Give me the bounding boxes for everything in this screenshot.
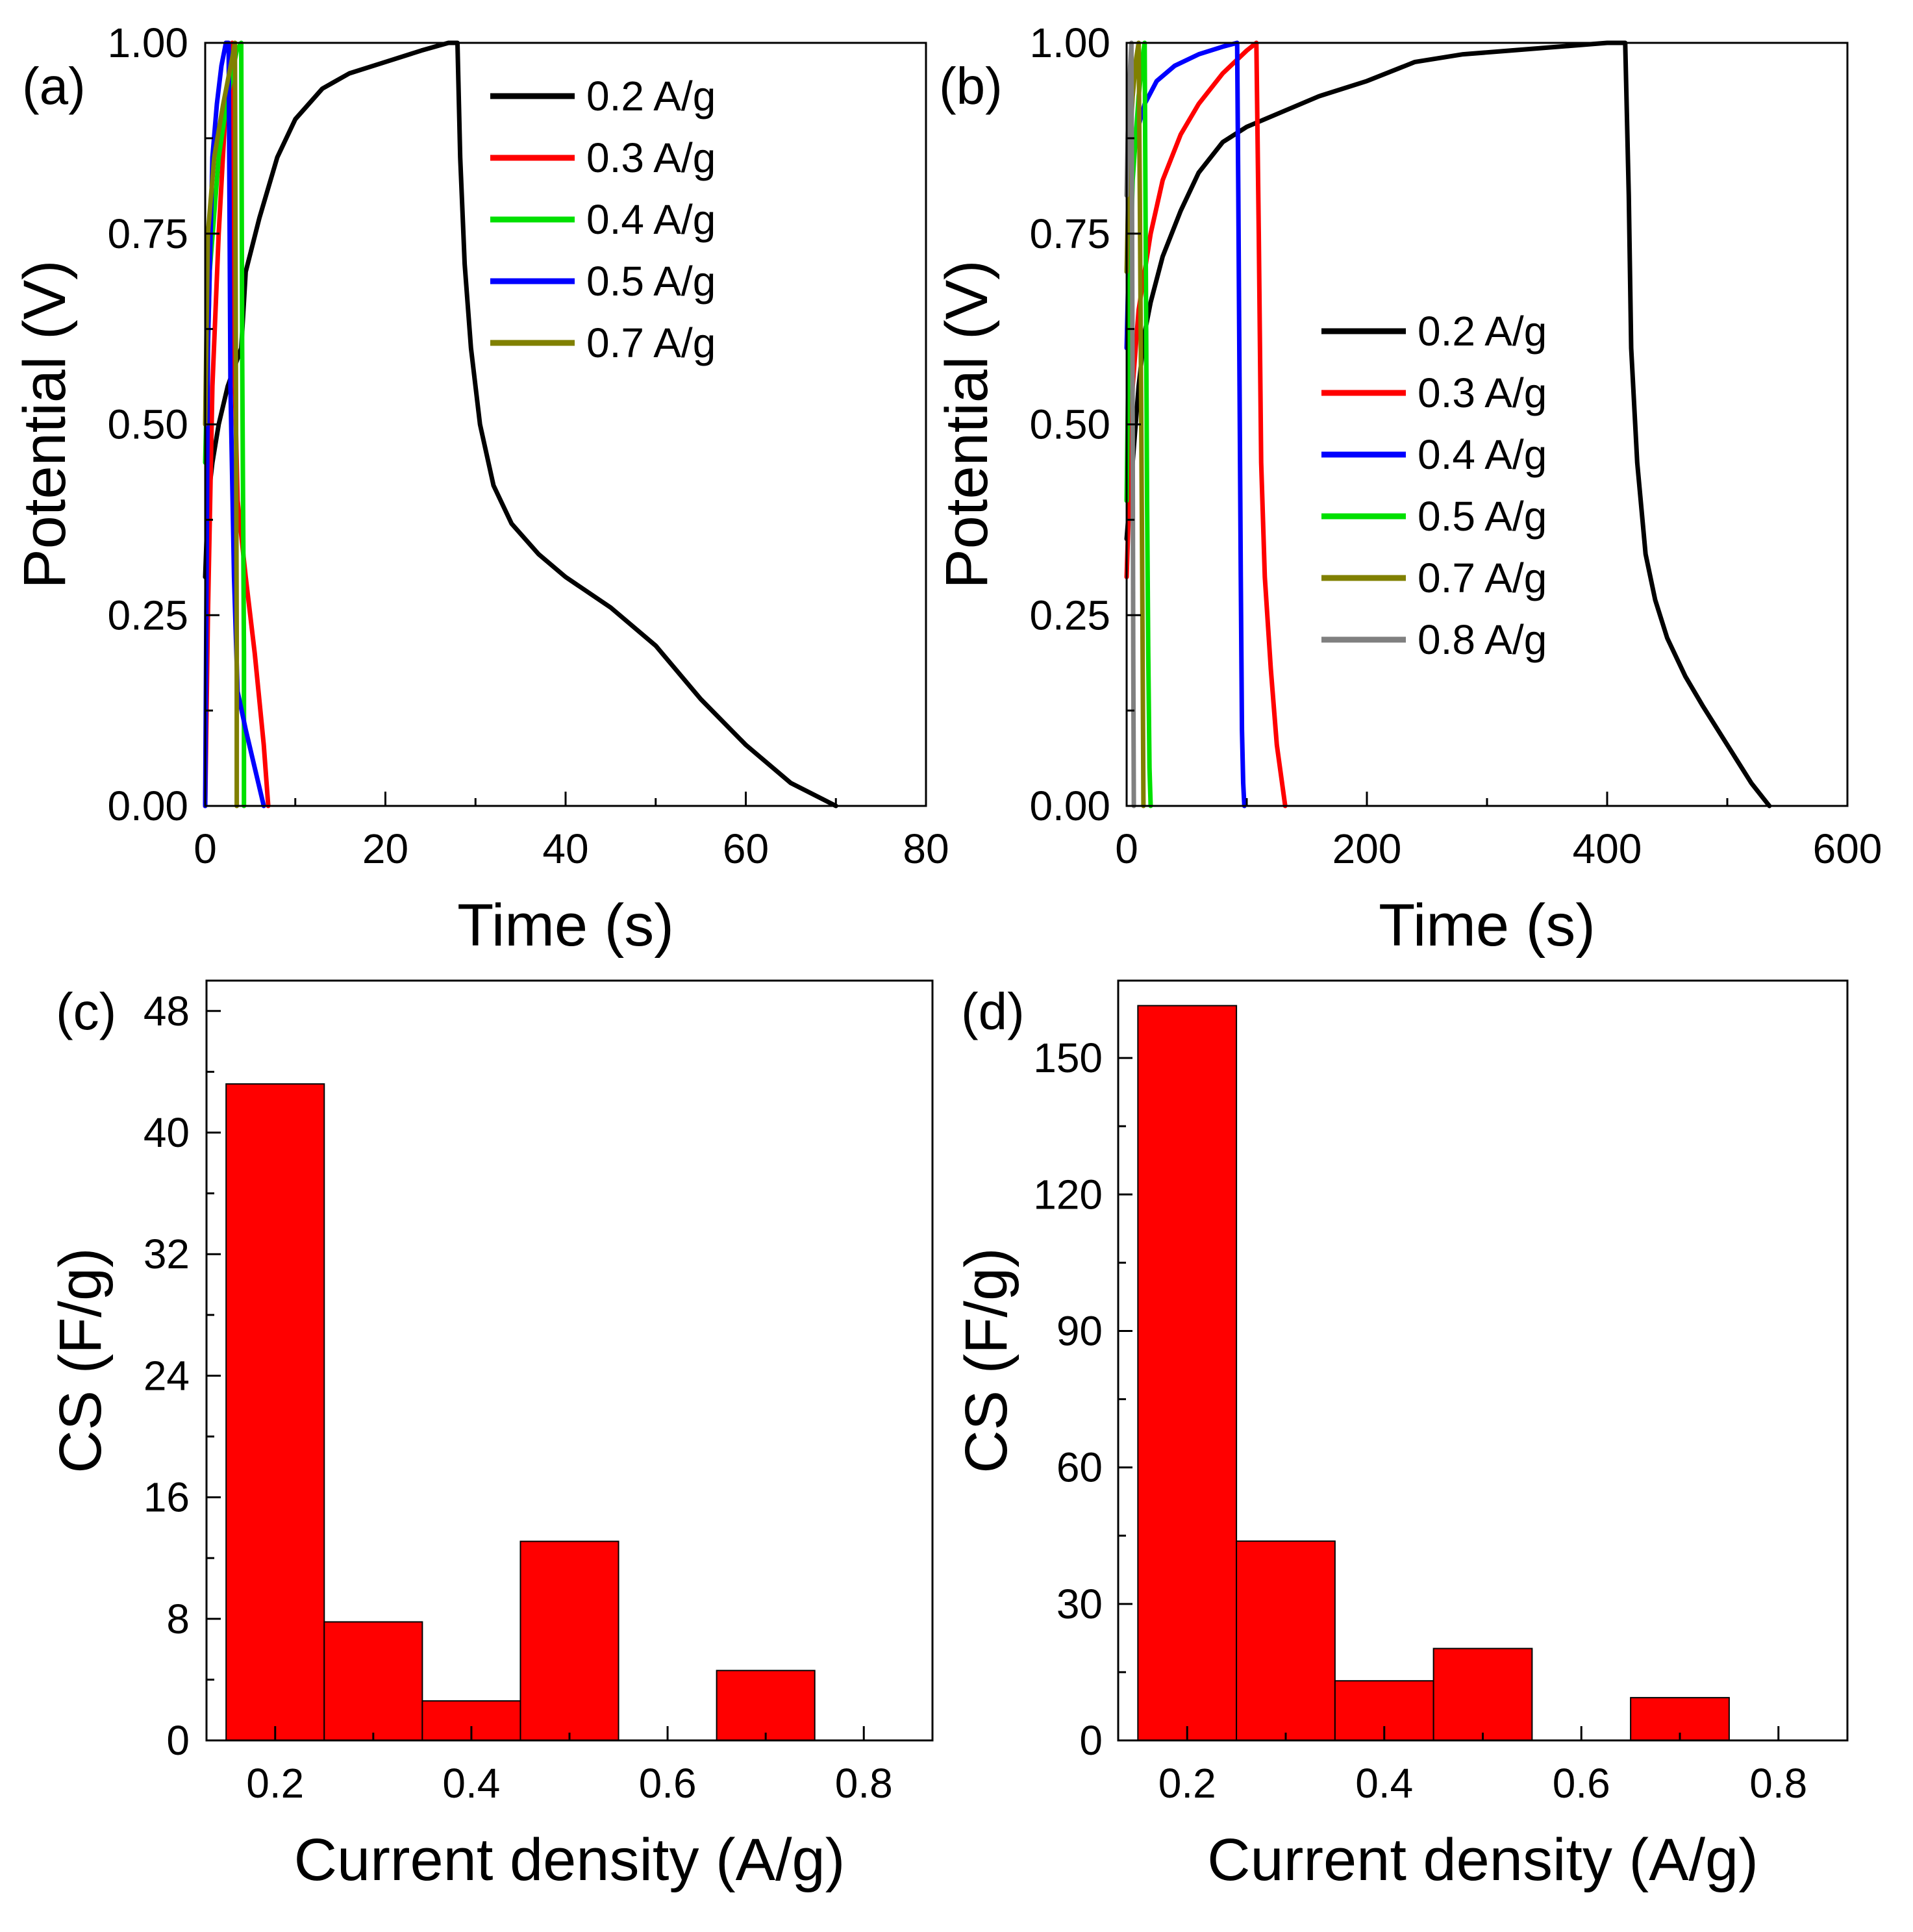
x-tick-label: 0 xyxy=(194,825,217,872)
panel-c: (c) 0.2 0.4 0.6 0.8 0 8 16 24 32 40 48 Current densi… xyxy=(47,979,934,1893)
bar xyxy=(1432,1648,1533,1741)
legend-label: 0.4 A/g xyxy=(586,196,716,243)
x-axis-title: Current density (A/g) xyxy=(294,1827,845,1893)
y-axis-title: Potential (V) xyxy=(12,260,78,588)
y-tick-label: 16 xyxy=(144,1474,190,1521)
x-tick-label: 0.6 xyxy=(1553,1760,1610,1807)
y-tick-label: 24 xyxy=(144,1352,190,1399)
legend-label: 0.8 A/g xyxy=(1418,616,1547,663)
y-tick-label: 48 xyxy=(144,988,190,1035)
y-axis-title: Potential (V) xyxy=(934,260,1000,588)
x-axis-title: Time (s) xyxy=(1379,892,1595,959)
x-tick-label: 0.8 xyxy=(835,1760,893,1807)
y-axis-title: CS (F/g) xyxy=(953,1248,1019,1474)
y-tick-label: 60 xyxy=(1057,1444,1103,1491)
x-tick-label: 80 xyxy=(903,825,949,872)
y-tick-label: 1.00 xyxy=(107,19,188,66)
panel-label: (b) xyxy=(939,57,1003,115)
y-tick-label: 40 xyxy=(144,1109,190,1156)
legend-label: 0.3 A/g xyxy=(586,134,716,181)
x-tick-label: 0.8 xyxy=(1749,1760,1807,1807)
series-line xyxy=(1124,40,1772,809)
y-tick-label: 120 xyxy=(1033,1171,1103,1218)
y-tick-label: 90 xyxy=(1057,1307,1103,1354)
x-tick-label: 20 xyxy=(362,825,408,872)
legend-label: 0.4 A/g xyxy=(1418,431,1547,478)
y-tick-label: 0.75 xyxy=(107,210,188,257)
x-tick-label: 0.2 xyxy=(1158,1760,1216,1807)
y-tick-label: 0 xyxy=(166,1717,190,1764)
y-tick-label: 150 xyxy=(1033,1035,1103,1081)
y-tick-label: 0.00 xyxy=(107,783,188,829)
y-tick-label: 8 xyxy=(166,1596,190,1642)
y-tick-label: 0.75 xyxy=(1029,210,1110,257)
x-tick-label: 0.4 xyxy=(1355,1760,1413,1807)
series-line xyxy=(203,40,240,809)
x-tick-label: 60 xyxy=(723,825,769,872)
y-tick-label: 0.25 xyxy=(1029,592,1110,638)
x-tick-label: 200 xyxy=(1332,825,1402,872)
bar xyxy=(716,1670,816,1742)
panel-a: (a) 0 20 40 60 80 0.00 0.25 0.50 0.75 1.00 Time (s)… xyxy=(12,19,949,959)
legend-label: 0.3 A/g xyxy=(1418,370,1547,416)
y-tick-label: 32 xyxy=(144,1231,190,1277)
y-tick-label: 0 xyxy=(1079,1717,1103,1764)
legend-label: 0.5 A/g xyxy=(1418,493,1547,540)
y-tick-label: 0.00 xyxy=(1029,783,1110,829)
y-tick-label: 0.50 xyxy=(1029,401,1110,448)
x-tick-label: 0.4 xyxy=(442,1760,500,1807)
bar xyxy=(323,1621,423,1741)
legend-label: 0.7 A/g xyxy=(586,320,716,366)
x-tick-label: 40 xyxy=(542,825,588,872)
y-tick-label: 1.00 xyxy=(1029,19,1110,66)
legend-label: 0.2 A/g xyxy=(586,73,716,119)
y-tick-label: 0.50 xyxy=(107,401,188,448)
panel-label: (d) xyxy=(961,983,1025,1040)
legend-label: 0.2 A/g xyxy=(1418,308,1547,355)
bar xyxy=(519,1540,619,1741)
y-tick-label: 30 xyxy=(1057,1581,1103,1627)
legend-label: 0.7 A/g xyxy=(1418,555,1547,601)
x-tick-label: 0 xyxy=(1115,825,1138,872)
x-tick-label: 0.2 xyxy=(246,1760,304,1807)
x-tick-label: 400 xyxy=(1573,825,1642,872)
bar xyxy=(225,1083,325,1741)
y-tick-label: 0.25 xyxy=(107,592,188,638)
panel-d: (d) 0.2 0.4 0.6 0.8 0 30 60 90 120 150 Current dens… xyxy=(953,979,1849,1893)
legend-label: 0.5 A/g xyxy=(586,258,716,305)
bar xyxy=(1236,1540,1336,1741)
panel-label: (c) xyxy=(56,983,116,1040)
panel-label: (a) xyxy=(22,57,86,115)
x-tick-label: 0.6 xyxy=(639,1760,697,1807)
x-axis-title: Current density (A/g) xyxy=(1207,1827,1758,1893)
y-axis-title: CS (F/g) xyxy=(47,1248,114,1474)
bar xyxy=(1137,1005,1238,1741)
panel-b: (b) 0 200 400 600 0.00 0.25 0.50 0.75 1.00 Time (s… xyxy=(934,19,1882,959)
x-axis-title: Time (s) xyxy=(457,892,674,959)
x-tick-label: 600 xyxy=(1813,825,1882,872)
